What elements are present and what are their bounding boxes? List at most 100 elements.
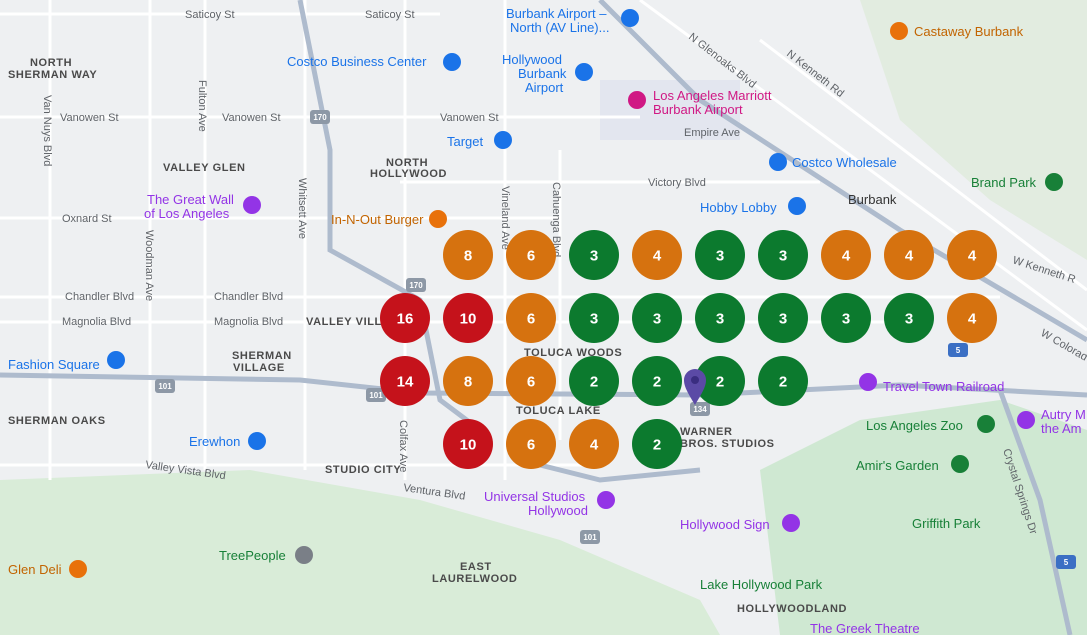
street-label: Vanowen St <box>222 112 281 124</box>
shield-label: 170 <box>409 281 423 290</box>
poi-label: Hollywood Sign <box>680 517 770 532</box>
area-label: NORTH <box>30 57 72 69</box>
poi-icon <box>494 131 512 149</box>
poi-icon <box>575 63 593 81</box>
rank-circle <box>569 419 619 469</box>
rank-circle <box>569 230 619 280</box>
poi-label: Autry M <box>1041 407 1086 422</box>
rank-circle <box>569 293 619 343</box>
park-label: TreePeople <box>219 548 286 563</box>
street-label: Magnolia Blvd <box>214 316 283 328</box>
shield-label: 134 <box>693 405 707 414</box>
poi-icon <box>951 455 969 473</box>
rank-circle <box>758 293 808 343</box>
shield <box>948 343 968 357</box>
poi-label: In-N-Out Burger <box>331 212 424 227</box>
poi-icon <box>248 432 266 450</box>
shield <box>580 530 600 544</box>
shield <box>1056 555 1076 569</box>
rank-label: 3 <box>716 248 724 265</box>
street-label: Fulton Ave <box>196 80 208 132</box>
rank-label: 6 <box>527 437 535 454</box>
poi-icon <box>1017 411 1035 429</box>
rank-circle <box>632 356 682 406</box>
poi-label: Erewhon <box>189 434 240 449</box>
shield <box>406 278 426 292</box>
street-label: Vanowen St <box>440 112 499 124</box>
rank-label: 3 <box>716 311 724 328</box>
rank-circle <box>947 230 997 280</box>
rank-label: 8 <box>464 374 472 391</box>
shield <box>690 402 710 416</box>
street-label: Cahuenga Blvd <box>550 182 562 257</box>
rank-label: 3 <box>590 248 598 265</box>
area-label: TOLUCA LAKE <box>516 405 601 417</box>
poi-icon <box>295 546 313 564</box>
area-label: SHERMAN <box>232 350 292 362</box>
poi-label: Hollywood <box>502 52 562 67</box>
park-label: Griffith Park <box>912 516 981 531</box>
rank-circle <box>443 419 493 469</box>
street-label: Magnolia Blvd <box>62 316 131 328</box>
rank-circle <box>632 230 682 280</box>
street-label: Chandler Blvd <box>214 291 283 303</box>
rank-label: 3 <box>842 311 850 328</box>
street-label: Woodman Ave <box>143 230 155 301</box>
area-label: BROS. STUDIOS <box>680 438 775 450</box>
poi-label: Target <box>447 134 484 149</box>
poi-icon <box>628 91 646 109</box>
poi-label: Los Angeles Marriott <box>653 88 772 103</box>
area-label: SHERMAN OAKS <box>8 415 106 427</box>
poi-label: Costco Business Center <box>287 54 427 69</box>
highway-shields: 170 170 101 101 101 134 5 5 <box>155 110 1076 569</box>
rank-label: 4 <box>842 248 851 265</box>
shield <box>155 379 175 393</box>
rank-label: 8 <box>464 248 472 265</box>
area-label: STUDIO CITY <box>325 464 401 476</box>
poi-label: Burbank Airport – <box>506 6 607 21</box>
poi-label: The Great Wall <box>147 192 234 207</box>
rank-label: 16 <box>397 311 414 328</box>
rank-circle <box>884 230 934 280</box>
area-label: TOLUCA WOODS <box>524 347 622 359</box>
area-label: WARNER <box>680 426 733 438</box>
poi-label: Airport <box>525 80 564 95</box>
poi-label: of Los Angeles <box>144 206 230 221</box>
street-label: Vineland Ave <box>499 186 511 250</box>
rank-circle <box>821 293 871 343</box>
poi-label: Travel Town Railroad <box>883 379 1004 394</box>
poi-icon <box>429 210 447 228</box>
rank-circle <box>506 419 556 469</box>
shield-label: 5 <box>1064 558 1069 567</box>
poi-icon <box>890 22 908 40</box>
rank-circle <box>569 356 619 406</box>
rank-circle <box>632 293 682 343</box>
poi-icon <box>788 197 806 215</box>
rank-circle <box>695 230 745 280</box>
area-label: LAURELWOOD <box>432 573 517 585</box>
poi-icon <box>977 415 995 433</box>
rank-circle <box>758 230 808 280</box>
rank-circle <box>443 230 493 280</box>
poi-label: Costco Wholesale <box>792 155 897 170</box>
poi-label: Fashion Square <box>8 357 100 372</box>
area-label: EAST <box>460 561 492 573</box>
rank-circle <box>443 293 493 343</box>
park-label: Brand Park <box>971 175 1037 190</box>
poi-label: Hobby Lobby <box>700 200 777 215</box>
poi-label: the Am <box>1041 421 1081 436</box>
rank-circle <box>695 293 745 343</box>
rank-label: 3 <box>779 248 787 265</box>
shield <box>366 388 386 402</box>
rank-label: 4 <box>653 248 662 265</box>
street-label: Colfax Ave <box>397 420 409 472</box>
rank-label: 4 <box>905 248 914 265</box>
street-label: Empire Ave <box>684 127 740 139</box>
rank-label: 10 <box>460 311 477 328</box>
rank-circle <box>632 419 682 469</box>
rank-label: 3 <box>590 311 598 328</box>
poi-label: Hollywood <box>528 503 588 518</box>
